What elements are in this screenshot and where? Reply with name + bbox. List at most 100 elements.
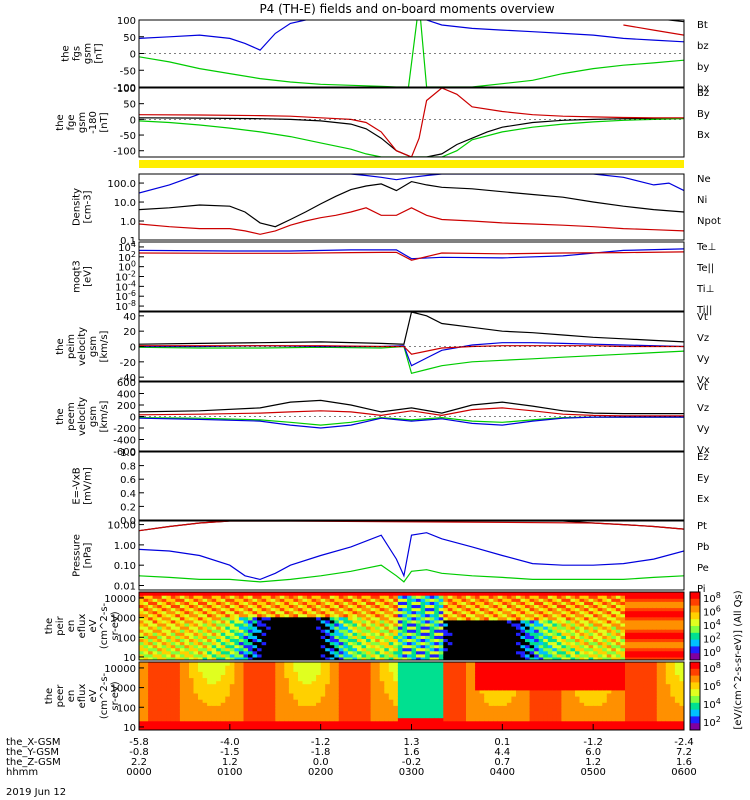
spec-cell xyxy=(615,610,621,615)
spec-cell xyxy=(416,720,422,725)
spec-cell xyxy=(520,604,526,609)
spec-cell xyxy=(152,696,158,700)
spec-cell xyxy=(570,622,576,627)
spec-cell xyxy=(438,696,444,700)
series-line-Ni xyxy=(139,180,684,228)
spec-cell xyxy=(302,674,308,679)
spec-cell xyxy=(279,598,285,602)
spec-cell xyxy=(166,686,172,691)
spec-cell xyxy=(293,644,299,649)
spec-cell xyxy=(343,665,349,669)
spec-cell xyxy=(379,656,385,660)
spec-cell xyxy=(143,686,149,691)
spec-cell xyxy=(379,686,385,691)
spec-cell xyxy=(670,647,676,652)
spec-cell xyxy=(434,686,440,691)
spec-cell xyxy=(384,610,390,615)
spec-cell xyxy=(316,677,322,682)
spec-cell xyxy=(370,662,376,666)
spec-cell xyxy=(175,607,181,612)
spec-cell xyxy=(475,665,481,669)
spec-cell xyxy=(416,647,422,652)
spec-cell xyxy=(234,711,240,716)
spec-cell xyxy=(225,653,231,658)
spec-cell xyxy=(679,598,684,602)
spec-cell xyxy=(307,683,313,688)
spec-cell xyxy=(329,723,335,728)
spec-cell xyxy=(547,689,553,694)
spec-cell xyxy=(343,598,349,602)
spec-cell xyxy=(225,720,231,725)
spec-cell xyxy=(193,626,199,630)
spec-cell xyxy=(347,702,353,706)
spec-cell xyxy=(175,592,181,596)
spec-cell xyxy=(229,632,235,636)
spec-cell xyxy=(311,668,317,672)
spec-cell xyxy=(520,632,526,636)
spec-cell xyxy=(425,604,431,609)
spec-cell xyxy=(375,720,381,725)
spec-cell xyxy=(429,626,435,630)
spec-cell xyxy=(261,696,267,700)
spec-cell xyxy=(638,644,644,649)
spec-cell xyxy=(179,641,185,646)
spec-cell xyxy=(452,641,458,646)
spec-cell xyxy=(570,671,576,675)
spec-cell xyxy=(411,662,417,666)
spec-cell xyxy=(534,720,540,725)
spec-cell xyxy=(298,662,304,666)
spec-cell xyxy=(275,674,281,679)
spec-cell xyxy=(175,632,181,636)
spec-cell xyxy=(438,686,444,691)
spec-cell xyxy=(320,635,326,639)
spec-cell xyxy=(375,622,381,627)
spec-cell xyxy=(202,689,208,694)
spec-cell xyxy=(565,714,571,719)
spec-cell xyxy=(207,610,213,615)
spec-cell xyxy=(452,696,458,700)
spec-cell xyxy=(556,692,562,697)
spec-cell xyxy=(497,592,503,596)
spec-cell xyxy=(370,592,376,596)
spec-cell xyxy=(334,671,340,675)
spec-cell xyxy=(629,656,635,660)
spec-cell xyxy=(547,699,553,703)
spec-cell xyxy=(248,635,254,639)
spec-cell xyxy=(170,629,176,633)
spec-cell xyxy=(179,622,185,627)
spec-cell xyxy=(179,683,185,688)
spec-cell xyxy=(334,696,340,700)
spec-cell xyxy=(516,632,522,636)
spec-cell xyxy=(493,714,499,719)
spec-cell xyxy=(629,635,635,639)
spec-cell xyxy=(157,674,163,679)
spec-cell xyxy=(665,619,671,624)
spec-cell xyxy=(338,674,344,679)
spec-cell xyxy=(497,622,503,627)
spec-cell xyxy=(506,714,512,719)
spec-cell xyxy=(266,610,272,615)
spec-cell xyxy=(529,662,535,666)
spec-cell xyxy=(484,610,490,615)
spec-cell xyxy=(475,629,481,633)
spec-cell xyxy=(425,726,431,730)
spec-cell xyxy=(397,641,403,646)
spec-cell xyxy=(193,671,199,675)
spec-cell xyxy=(366,717,372,722)
spec-cell xyxy=(629,638,635,643)
spec-cell xyxy=(252,680,258,685)
series-line-Ti xyxy=(139,248,684,260)
spec-cell xyxy=(634,629,640,633)
spec-cell xyxy=(198,653,204,658)
spec-cell xyxy=(470,635,476,639)
spec-cell xyxy=(266,656,272,660)
spec-cell xyxy=(565,689,571,694)
spec-cell xyxy=(157,699,163,703)
spec-cell xyxy=(329,598,335,602)
spec-cell xyxy=(152,653,158,658)
spec-cell xyxy=(611,613,617,618)
spec-cell xyxy=(634,632,640,636)
spec-cell xyxy=(638,647,644,652)
spec-cell xyxy=(288,610,294,615)
spec-cell xyxy=(216,702,222,706)
